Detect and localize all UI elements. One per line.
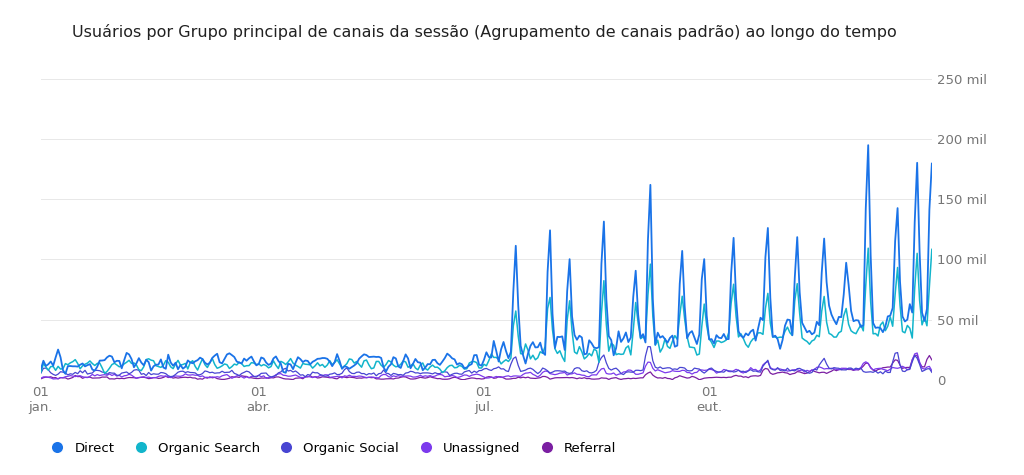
Text: Usuários por Grupo principal de canais da sessão (Agrupamento de canais padrão) : Usuários por Grupo principal de canais d… — [72, 24, 896, 40]
Legend: Direct, Organic Search, Organic Social, Unassigned, Referral: Direct, Organic Search, Organic Social, … — [39, 437, 622, 460]
